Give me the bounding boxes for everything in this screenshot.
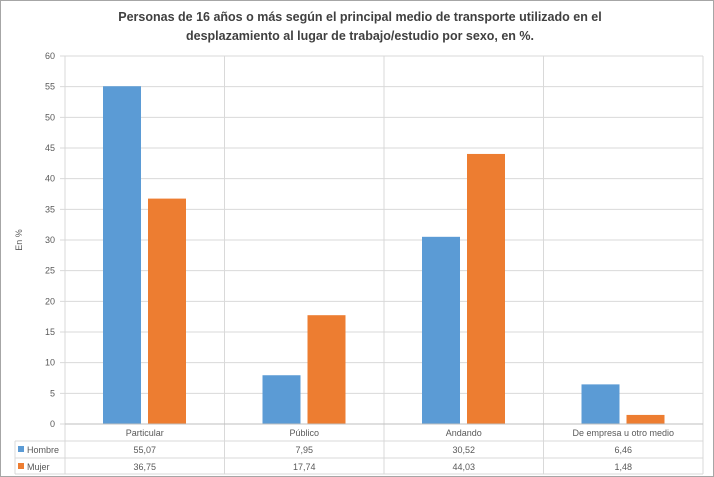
data-table-value: 30,52 [452,445,475,455]
category-label: Público [289,428,319,438]
data-table-value: 36,75 [133,462,156,472]
category-label: Andando [446,428,482,438]
data-table-value: 55,07 [133,445,156,455]
data-table-value: 17,74 [293,462,316,472]
bar-hombre [103,86,141,424]
y-tick-label: 25 [45,266,55,276]
chart-title-line-1: Personas de 16 años o más según el princ… [118,10,602,24]
bar-hombre [262,375,301,424]
y-axis-label: En % [14,229,24,251]
y-tick-label: 20 [45,296,55,306]
y-tick-label: 50 [45,112,55,122]
legend-key-hombre [18,446,24,452]
legend-label: Hombre [27,445,59,455]
y-tick-label: 15 [45,327,55,337]
bar-mujer [467,153,505,424]
chart-title: Personas de 16 años o más según el princ… [60,8,660,46]
bar-mujer [148,198,186,424]
legend-key-mujer [18,463,24,469]
y-tick-label: 35 [45,204,55,214]
y-tick-label: 40 [45,174,55,184]
y-tick-label: 0 [50,419,55,429]
y-tick-label: 55 [45,82,55,92]
y-tick-label: 60 [45,51,55,61]
y-tick-label: 30 [45,235,55,245]
data-table-value: 44,03 [452,462,475,472]
bar-mujer [626,414,665,424]
y-tick-label: 45 [45,143,55,153]
data-table-value: 7,95 [295,445,313,455]
category-label: Particular [126,428,164,438]
chart-title-line-2: desplazamiento al lugar de trabajo/estud… [186,29,534,43]
bar-hombre [422,236,460,424]
y-tick-label: 5 [50,388,55,398]
data-table-value: 1,48 [614,462,632,472]
y-tick-label: 10 [45,358,55,368]
data-table-value: 6,46 [614,445,632,455]
bar-hombre [581,384,620,424]
legend-label: Mujer [27,462,50,472]
bar-mujer [307,315,346,424]
category-label: De empresa u otro medio [572,428,674,438]
